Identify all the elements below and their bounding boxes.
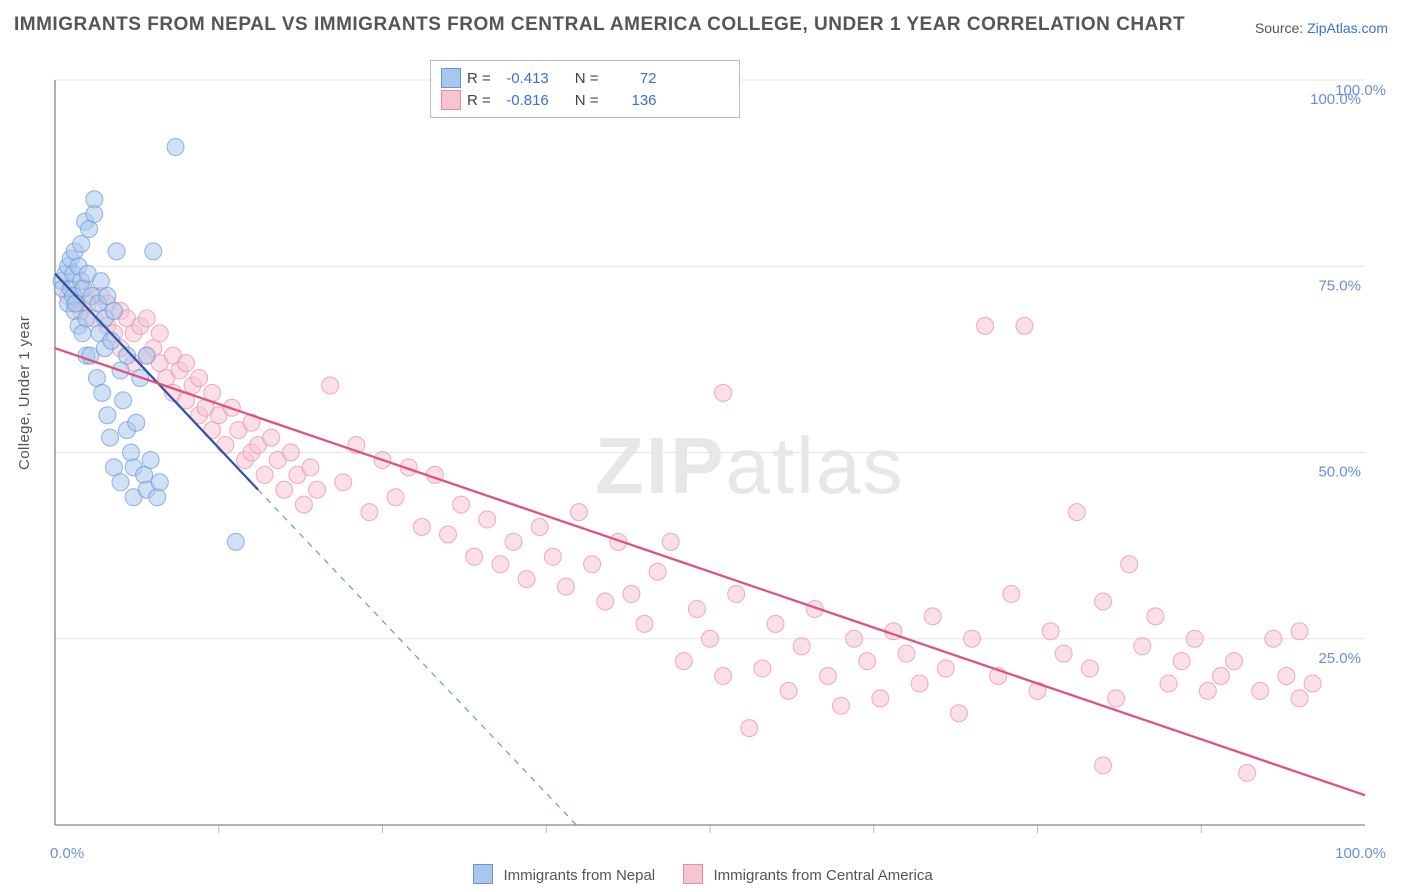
legend-row-b: R = -0.816 N = 136 [441, 89, 729, 111]
legend-swatch-b [683, 864, 703, 884]
legend-swatch-a [473, 864, 493, 884]
svg-text:25.0%: 25.0% [1318, 650, 1361, 667]
series-legend: Immigrants from Nepal Immigrants from Ce… [0, 864, 1406, 886]
svg-text:50.0%: 50.0% [1318, 464, 1361, 481]
chart-title: IMMIGRANTS FROM NEPAL VS IMMIGRANTS FROM… [14, 14, 1185, 36]
x-axis-max-label: 100.0% [1335, 845, 1386, 862]
axis-origin-label: 0.0% [50, 845, 84, 862]
legend-r-key: R = [467, 92, 491, 109]
source-link[interactable]: ZipAtlas.com [1307, 20, 1388, 36]
source-prefix: Source: [1255, 20, 1307, 36]
legend-n-value-a: 72 [605, 70, 657, 87]
legend-swatch-b [441, 90, 461, 110]
legend-swatch-a [441, 68, 461, 88]
legend-r-value-b: -0.816 [497, 92, 549, 109]
chart-plot-area: 25.0% 50.0% 75.0% 100.0% [45, 55, 1385, 845]
legend-r-value-a: -0.413 [497, 70, 549, 87]
legend-n-key: N = [575, 92, 599, 109]
source-attribution: Source: ZipAtlas.com [1255, 20, 1388, 36]
correlation-legend: R = -0.413 N = 72 R = -0.816 N = 136 [430, 60, 740, 118]
legend-row-a: R = -0.413 N = 72 [441, 67, 729, 89]
y-axis-label: College, Under 1 year [16, 316, 33, 470]
legend-label-b: Immigrants from Central America [714, 867, 933, 884]
svg-text:75.0%: 75.0% [1318, 277, 1361, 294]
legend-n-key: N = [575, 70, 599, 87]
legend-n-value-b: 136 [605, 92, 657, 109]
chart-svg: 25.0% 50.0% 75.0% 100.0% [45, 55, 1385, 845]
legend-r-key: R = [467, 70, 491, 87]
legend-label-a: Immigrants from Nepal [503, 867, 655, 884]
y-axis-max-label: 100.0% [1335, 82, 1386, 99]
